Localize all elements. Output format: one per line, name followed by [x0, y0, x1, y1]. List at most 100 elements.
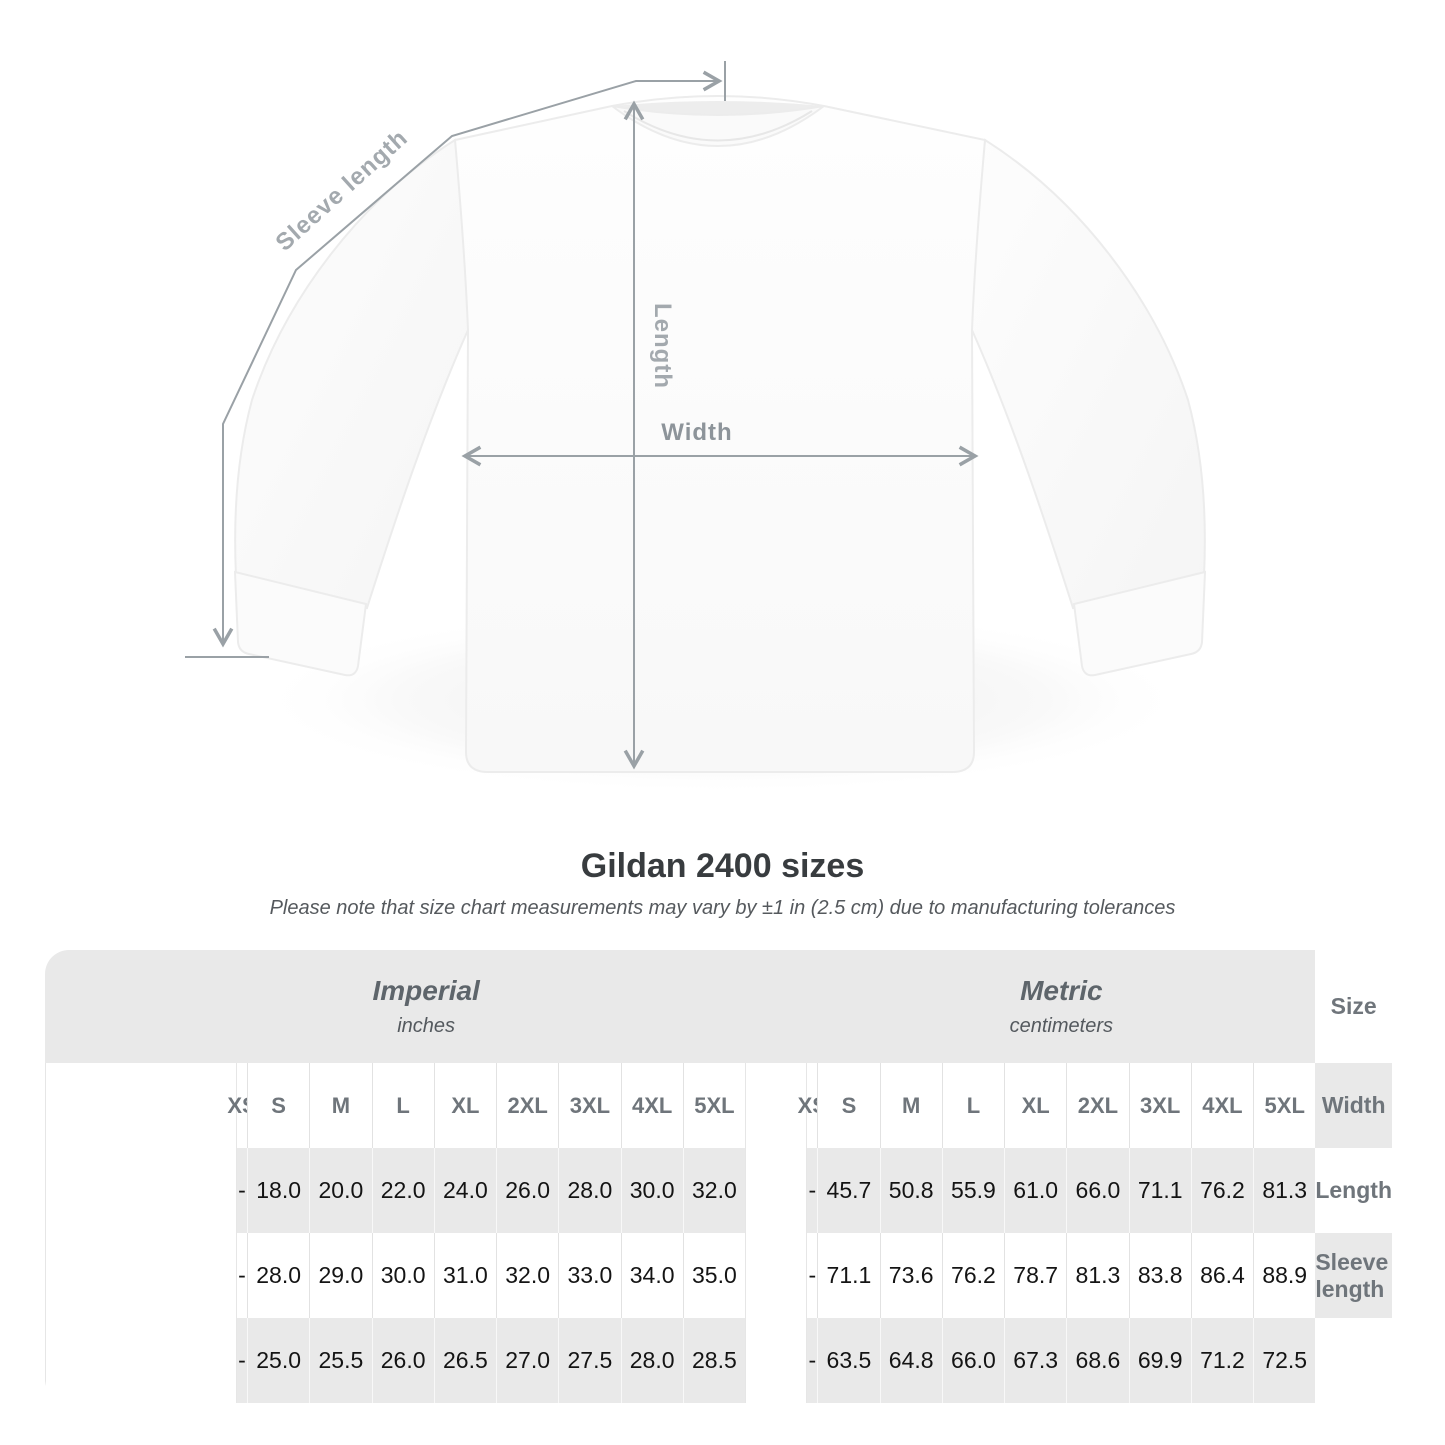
- metric-heading: Metric: [1020, 975, 1103, 1006]
- table-cell: 22.0: [371, 1148, 434, 1233]
- metric-unit-label: centimeters: [1009, 1015, 1113, 1037]
- table-cell: 64.8: [879, 1318, 942, 1403]
- imperial-heading: Imperial: [372, 975, 480, 1006]
- table-cell: 32.0: [682, 1148, 746, 1233]
- table-cell: -: [807, 1148, 818, 1233]
- table-cell: 30.0: [371, 1233, 434, 1318]
- sleeve-length-line: [212, 70, 723, 648]
- row-label-length: Length: [1315, 1148, 1392, 1233]
- table-cell: 26.5: [433, 1318, 497, 1403]
- size-col-header: XL: [433, 1063, 497, 1148]
- table-cell: 35.0: [682, 1233, 746, 1318]
- table-cell: 33.0: [558, 1233, 621, 1318]
- table-cell: 67.3: [1004, 1318, 1067, 1403]
- table-cell: 45.7: [817, 1148, 880, 1233]
- table-cell: 81.3: [1253, 1148, 1316, 1233]
- size-col-header: M: [309, 1063, 372, 1148]
- table-cell: -: [237, 1318, 247, 1403]
- title-block: Gildan 2400 sizes Please note that size …: [0, 846, 1445, 920]
- column-gap: [745, 1318, 808, 1403]
- table-cell: 27.0: [496, 1318, 559, 1403]
- size-col-header: M: [879, 1063, 942, 1148]
- table-cell: -: [807, 1233, 818, 1318]
- row-label-width: Width: [1315, 1063, 1392, 1148]
- table-cell: 81.3: [1066, 1233, 1129, 1318]
- size-col-header: 2XL: [1066, 1063, 1129, 1148]
- column-gap: [745, 1233, 808, 1318]
- table-cell: 66.0: [941, 1318, 1005, 1403]
- size-col-header: XS: [798, 1063, 827, 1148]
- size-col-header: 2XL: [496, 1063, 559, 1148]
- size-col-header: S: [247, 1063, 310, 1148]
- size-col-header: 4XL: [1190, 1063, 1254, 1148]
- page-subtitle: Please note that size chart measurements…: [269, 896, 1176, 919]
- unit-group-metric: Metric centimeters: [807, 950, 1316, 1063]
- table-cell: 73.6: [879, 1233, 942, 1318]
- table-cell: -: [237, 1148, 247, 1233]
- size-col-header: XS: [227, 1063, 257, 1148]
- size-col-header: XL: [1004, 1063, 1067, 1148]
- table-cell: 27.5: [558, 1318, 621, 1403]
- table-cell: -: [807, 1318, 818, 1403]
- table-cell: 28.0: [247, 1233, 310, 1318]
- column-gap: [45, 1318, 237, 1403]
- column-gap: [745, 1063, 808, 1148]
- size-col-header: L: [371, 1063, 434, 1148]
- size-header-label: Size: [1315, 950, 1392, 1063]
- shirt-left-sleeve: [234, 138, 470, 610]
- length-dimension-label: Length: [649, 303, 676, 389]
- column-gap: [45, 1063, 237, 1148]
- table-cell: 71.1: [1128, 1148, 1191, 1233]
- table-cell: 61.0: [1004, 1148, 1067, 1233]
- table-cell: 26.0: [496, 1148, 559, 1233]
- table-cell: 28.0: [558, 1148, 621, 1233]
- table-cell: 76.2: [941, 1233, 1005, 1318]
- table-cell: 72.5: [1253, 1318, 1316, 1403]
- column-gap: [45, 1233, 237, 1318]
- table-cell: 28.5: [682, 1318, 746, 1403]
- row-label-sleeve-length: Sleeve length: [1315, 1233, 1392, 1318]
- table-cell: 78.7: [1004, 1233, 1067, 1318]
- table-cell: 86.4: [1190, 1233, 1254, 1318]
- shirt-right-cuff: [1072, 570, 1207, 677]
- table-cell: 25.5: [309, 1318, 372, 1403]
- size-table: Imperial inches Metric centimeters Size …: [45, 950, 1392, 1403]
- table-cell: 31.0: [433, 1233, 497, 1318]
- size-col-header: 3XL: [558, 1063, 621, 1148]
- size-col-header: 5XL: [682, 1063, 746, 1148]
- table-cell: 71.1: [817, 1233, 880, 1318]
- table-cell: 69.9: [1128, 1318, 1191, 1403]
- table-cell: 50.8: [879, 1148, 942, 1233]
- table-cell: 76.2: [1190, 1148, 1254, 1233]
- imperial-unit-label: inches: [397, 1015, 456, 1037]
- table-cell: 29.0: [309, 1233, 372, 1318]
- size-col-header: 5XL: [1253, 1063, 1316, 1148]
- shirt-right-sleeve: [970, 138, 1206, 610]
- table-cell: 28.0: [620, 1318, 683, 1403]
- width-dimension-label: Width: [661, 419, 732, 446]
- size-col-header: 4XL: [620, 1063, 683, 1148]
- table-cell: 26.0: [371, 1318, 434, 1403]
- column-gap: [745, 1148, 808, 1233]
- table-cell: 30.0: [620, 1148, 683, 1233]
- table-cell: 34.0: [620, 1233, 683, 1318]
- table-cell: 55.9: [941, 1148, 1005, 1233]
- table-cell: 88.9: [1253, 1233, 1316, 1318]
- table-cell: 68.6: [1066, 1318, 1129, 1403]
- table-cell: 25.0: [247, 1318, 310, 1403]
- size-col-header: 3XL: [1128, 1063, 1191, 1148]
- table-cell: 83.8: [1128, 1233, 1191, 1318]
- size-col-header: S: [817, 1063, 880, 1148]
- table-cell: 63.5: [817, 1318, 880, 1403]
- table-cell: 66.0: [1066, 1148, 1129, 1233]
- table-cell: 71.2: [1190, 1318, 1254, 1403]
- table-cell: -: [237, 1233, 247, 1318]
- table-cell: 18.0: [247, 1148, 310, 1233]
- page-title: Gildan 2400 sizes: [580, 847, 865, 885]
- unit-group-imperial: Imperial inches: [45, 950, 808, 1063]
- column-gap: [45, 1148, 237, 1233]
- table-cell: 32.0: [496, 1233, 559, 1318]
- table-cell: 20.0: [309, 1148, 372, 1233]
- table-cell: 24.0: [433, 1148, 497, 1233]
